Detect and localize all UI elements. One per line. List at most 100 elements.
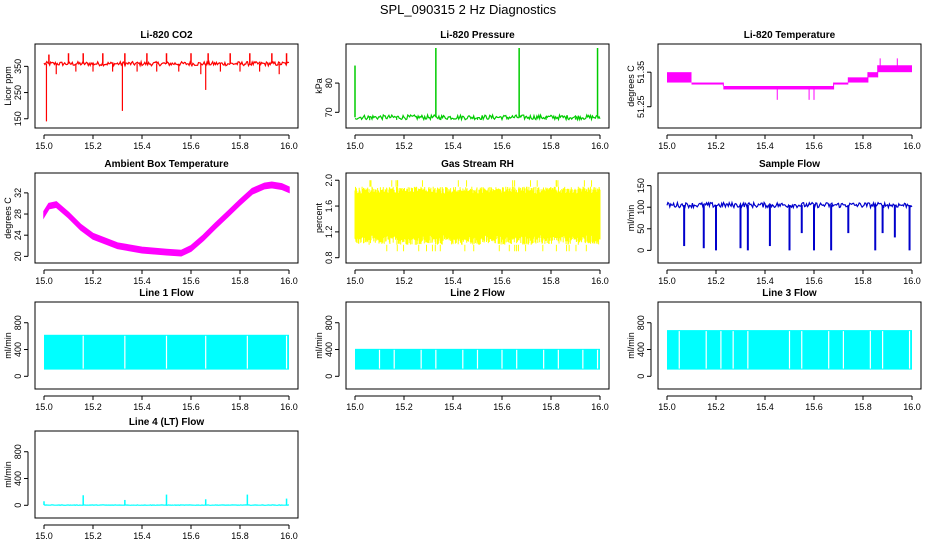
plot-frame [345,172,610,264]
x-tick-label: 15.6 [805,402,823,412]
x-tick-label: 16.0 [591,402,609,412]
x-tick-label: 15.2 [84,402,102,412]
x-tick-label: 15.4 [133,402,151,412]
x-tick-label: 15.6 [805,276,823,286]
panel-title: Li-820 Pressure [440,30,515,41]
x-tick-label: 15.4 [756,141,774,151]
panel-title: Line 3 Flow [762,288,817,299]
y-axis-title: ml/min [3,332,13,359]
step-segment-1 [691,82,724,85]
x-tick-label: 15.2 [707,402,725,412]
x-tick-label: 15.0 [346,141,364,151]
plot-area [667,330,912,370]
x-tick-label: 15.8 [854,141,872,151]
step-segment-0 [667,72,692,83]
plot-frame [657,301,922,390]
y-tick-label: 800 [324,315,334,330]
y-axis-title: ml/min [314,332,324,359]
chart-panel-line2-flow: Line 2 Flow 15.0 15.2 15.4 15.6 15.8 16.0 0 400 8… [314,288,610,412]
y-tick-label: 800 [636,315,646,330]
x-tick-label: 15.0 [35,402,53,412]
y-axis-title: kPa [314,78,324,94]
x-tick-label: 15.4 [133,531,151,540]
y-tick-label: 150 [13,111,23,126]
x-tick-label: 15.8 [231,402,249,412]
y-tick-label: 50 [636,224,646,234]
plot-frame [34,172,299,264]
x-tick-label: 15.6 [182,402,200,412]
x-tick-label: 16.0 [903,276,921,286]
plot-frame [34,301,299,390]
chart-panels: Li-820 CO2 15.0 15.2 15.4 15.6 15.8 16.0 150 250… [3,30,922,540]
x-tick-label: 15.0 [35,141,53,151]
step-segment-6 [877,65,912,73]
plot-area [355,348,600,370]
x-tick-label: 15.4 [133,276,151,286]
x-tick-label: 15.6 [182,531,200,540]
y-tick-label: 1.2 [324,226,334,239]
y-tick-label: 0 [636,248,646,253]
x-tick-label: 15.6 [493,276,511,286]
panel-title: Ambient Box Temperature [104,159,229,170]
y-axis-title: percent [314,202,324,233]
x-tick-label: 15.8 [542,276,560,286]
x-tick-label: 15.8 [231,141,249,151]
plot-frame [657,43,922,129]
x-tick-label: 15.2 [395,276,413,286]
plot-area [354,180,601,252]
y-tick-label: 250 [13,85,23,100]
y-tick-label: 0 [324,374,334,379]
x-tick-label: 16.0 [280,531,298,540]
panel-title: Line 2 Flow [450,288,505,299]
y-tick-label: 0 [636,374,646,379]
plot-frame [34,43,299,129]
x-tick-label: 16.0 [591,276,609,286]
x-tick-label: 15.6 [493,141,511,151]
y-tick-label: 400 [636,342,646,357]
plot-frame [657,172,922,264]
plot-area [44,334,289,370]
x-tick-label: 15.2 [84,276,102,286]
y-tick-label: 800 [13,315,23,330]
y-tick-label: 0 [13,374,23,379]
x-tick-label: 15.2 [84,141,102,151]
x-tick-label: 15.4 [444,276,462,286]
plot-area [43,494,290,506]
y-axis-title: ml/min [3,461,13,488]
x-tick-label: 15.4 [133,141,151,151]
y-tick-label: 400 [13,471,23,486]
panel-title: Sample Flow [759,159,820,170]
chart-panel-ambient-temp: Ambient Box Temperature 15.0 15.2 15.4 15.6 1… [3,159,299,286]
x-tick-label: 15.6 [805,141,823,151]
panel-title: Li-820 CO2 [140,30,193,41]
y-axis-title: ml/min [626,205,636,232]
y-tick-label: 28 [13,209,23,219]
x-tick-label: 16.0 [280,276,298,286]
y-tick-label: 70 [324,107,334,117]
x-tick-label: 15.2 [395,141,413,151]
x-tick-label: 15.0 [35,531,53,540]
y-tick-label: 0.8 [324,251,334,264]
y-tick-label: 150 [636,178,646,193]
step-segment-3 [833,82,849,85]
y-tick-label: 400 [13,342,23,357]
plot-area [43,181,290,257]
y-tick-label: 20 [13,251,23,261]
figure-title: SPL_090315 2 Hz Diagnostics [380,2,557,17]
plot-frame [345,43,610,129]
chart-panel-licor-temp: Li-820 Temperature 15.0 15.2 15.4 15.6 15.8 16… [626,30,922,151]
x-tick-label: 15.2 [395,402,413,412]
x-tick-label: 15.2 [707,276,725,286]
series-band [43,181,290,257]
x-tick-label: 15.0 [658,276,676,286]
y-tick-label: 32 [13,188,23,198]
step-segment-4 [848,77,868,83]
panel-title: Line 4 (LT) Flow [129,417,205,428]
y-tick-label: 24 [13,230,23,240]
plot-area [666,200,913,251]
y-tick-label: 51.35 [636,61,646,84]
y-axis-title: ml/min [626,332,636,359]
x-tick-label: 15.2 [84,531,102,540]
x-tick-label: 15.8 [231,531,249,540]
